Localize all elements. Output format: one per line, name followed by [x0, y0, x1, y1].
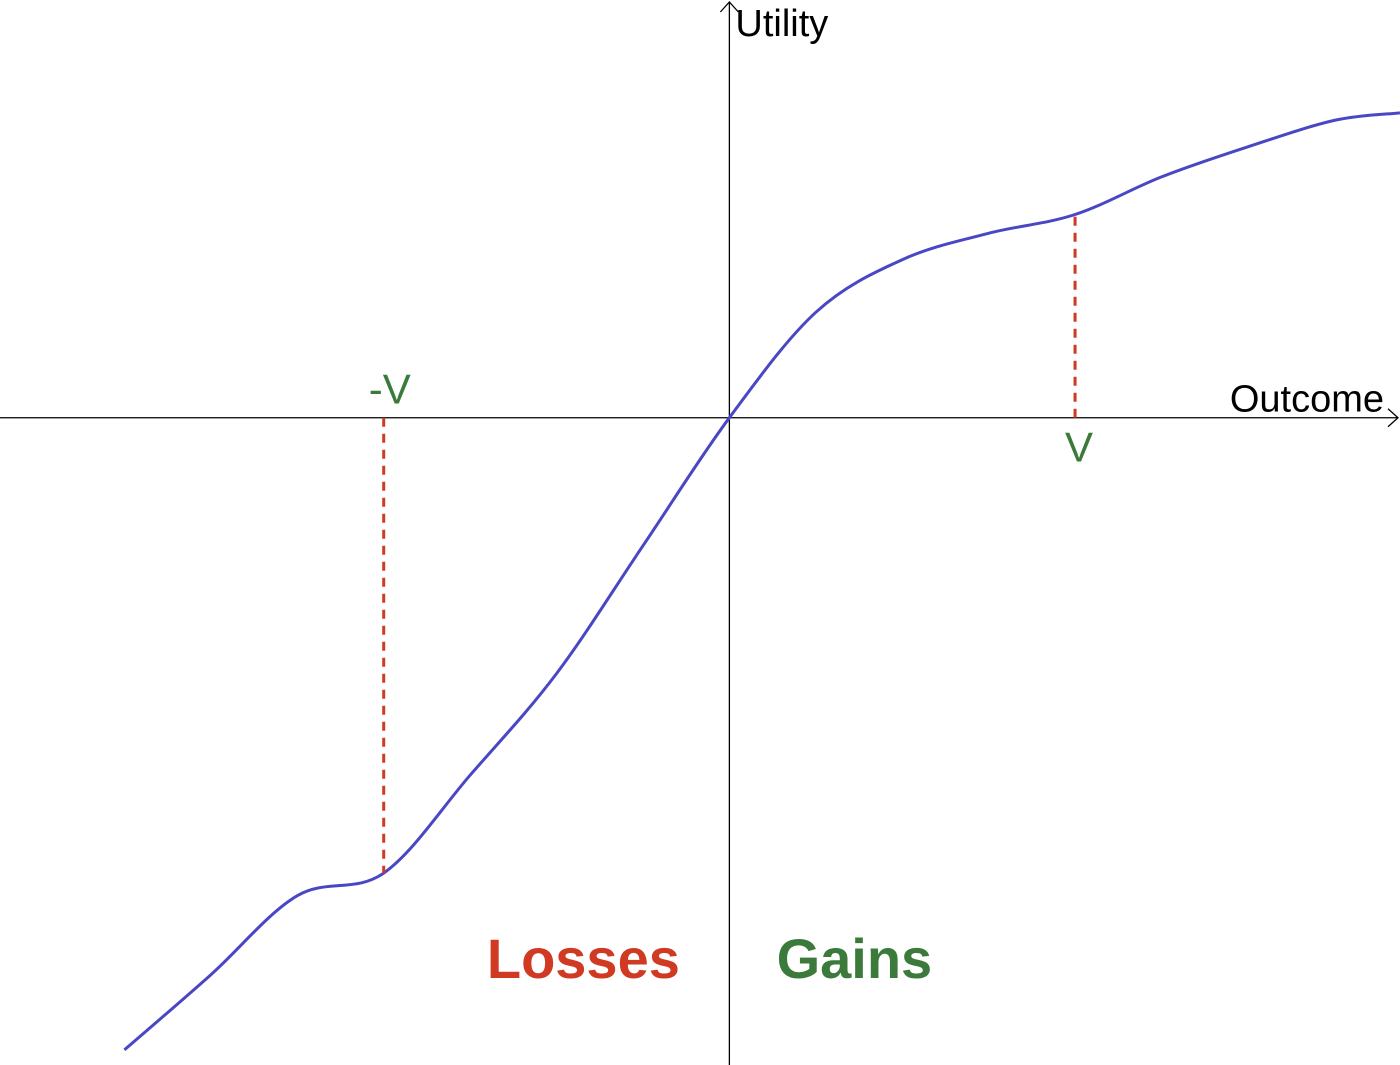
x-axis-label: Outcome: [1230, 379, 1384, 421]
x-axis-arrow: [1387, 408, 1399, 428]
utility-curve: [123, 111, 1400, 1052]
y-axis-label: Utility: [735, 3, 828, 45]
marker-label-neg-v: -V: [369, 366, 411, 413]
y-axis-arrow: [719, 1, 739, 13]
losses-label: Losses: [487, 927, 680, 990]
gains-label: Gains: [777, 927, 933, 990]
marker-label-v: V: [1065, 424, 1093, 471]
